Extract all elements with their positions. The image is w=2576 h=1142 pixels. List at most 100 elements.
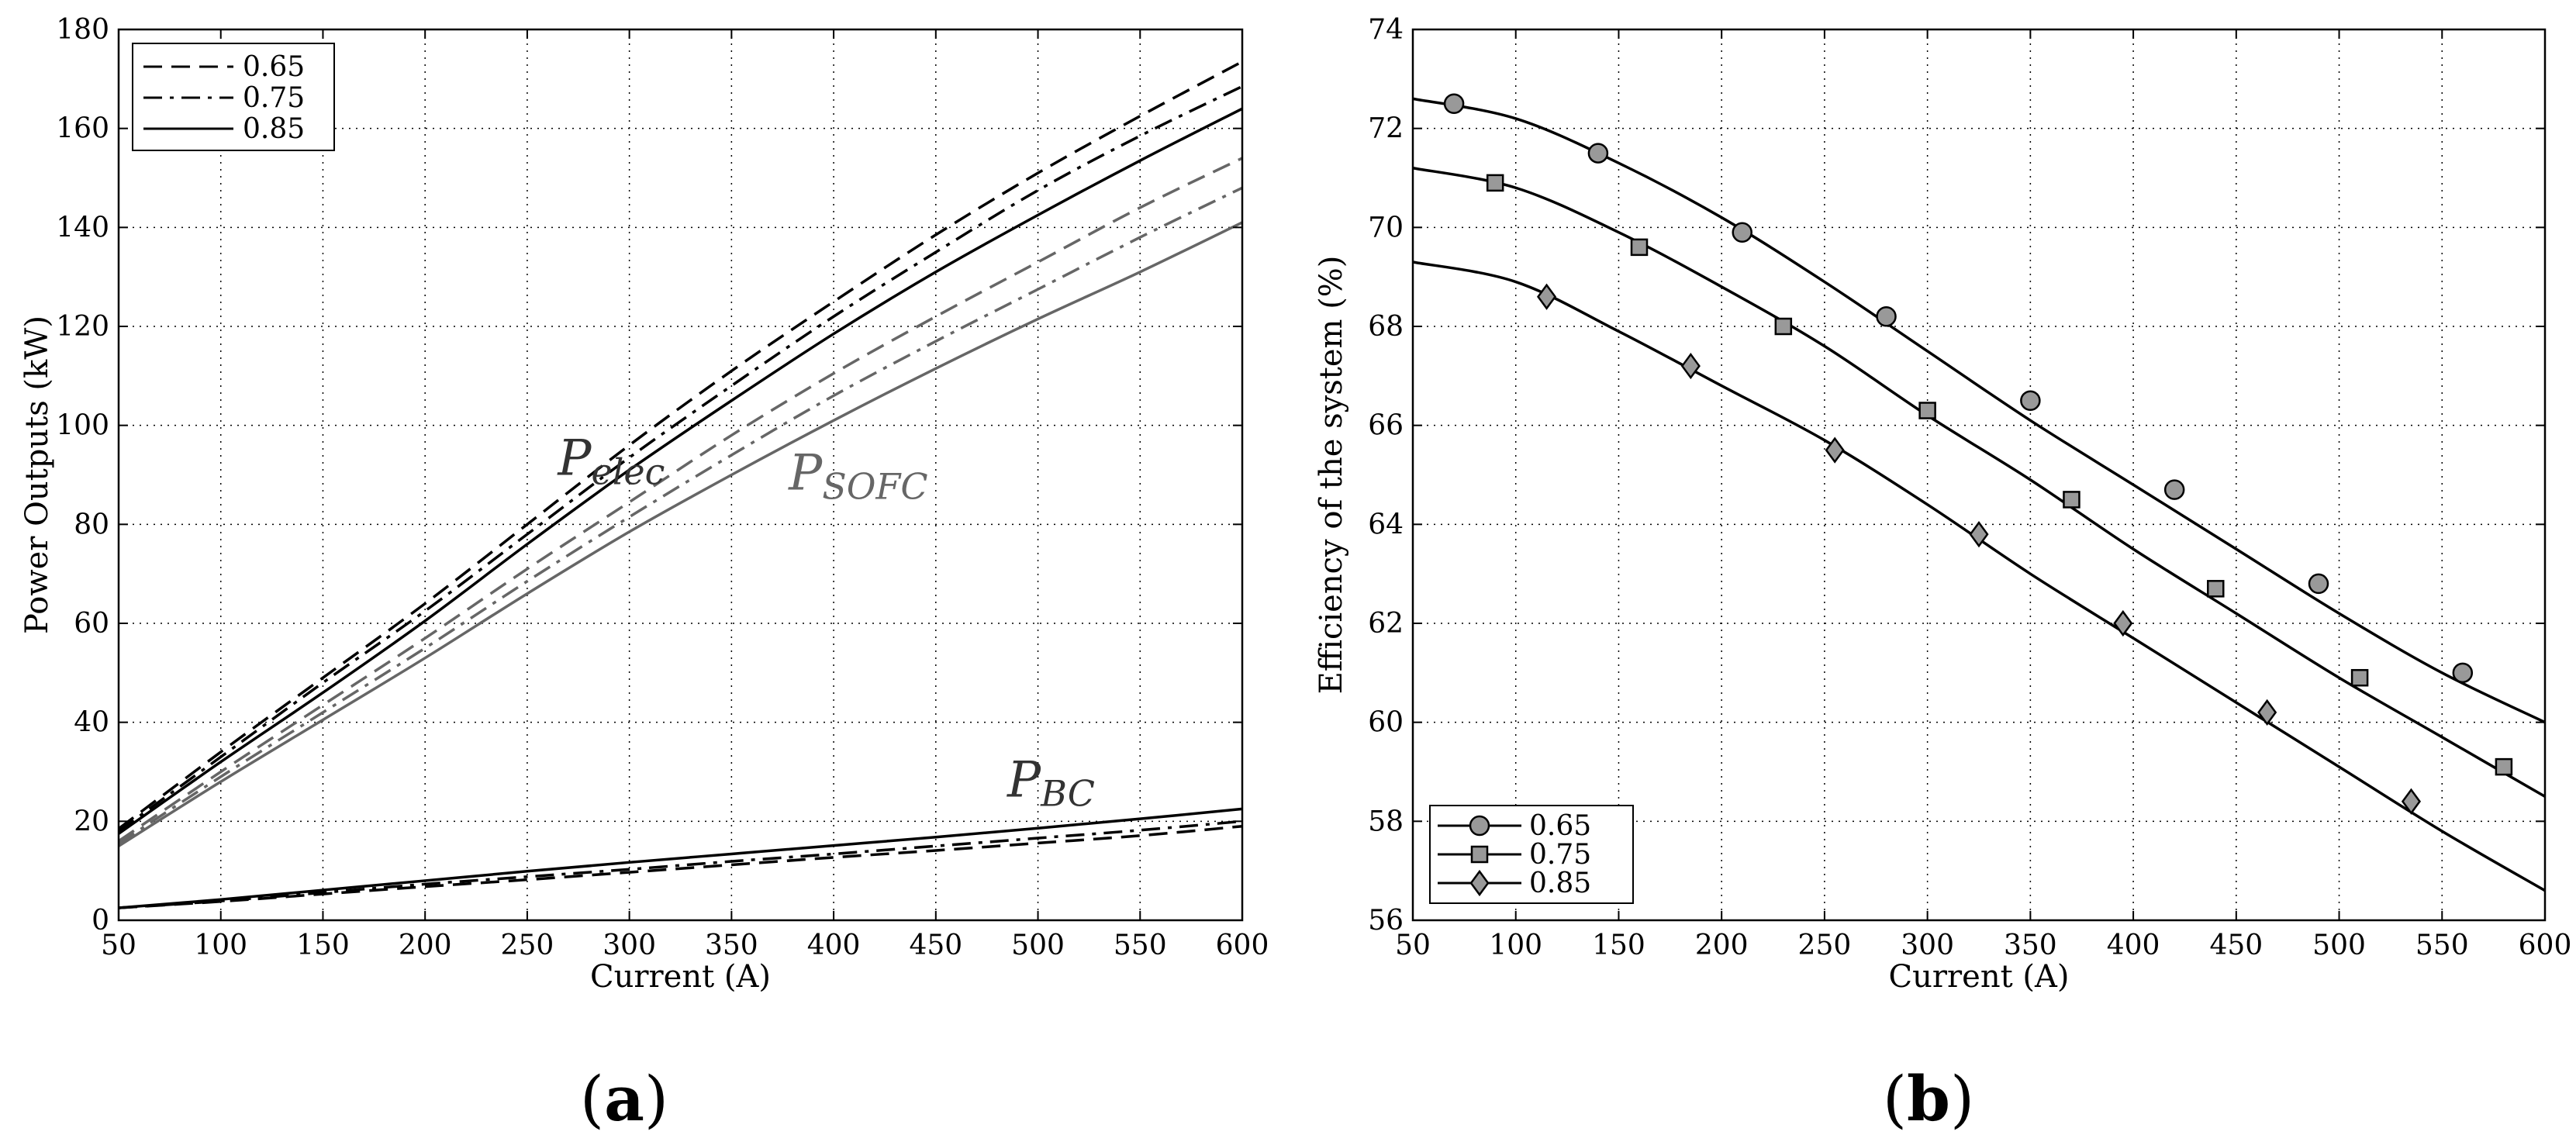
ticks-a: 50 100 150 200 250 300 350 400 450 500 550 600 0 20 40… bbox=[56, 14, 1269, 961]
plot-frame-b bbox=[1411, 28, 2547, 922]
y-tick-label: 140 bbox=[56, 212, 109, 243]
x-tick-label: 500 bbox=[2312, 930, 2366, 961]
x-tick-label: 350 bbox=[705, 930, 758, 961]
series-line-p-elec-0.75 bbox=[117, 85, 1243, 833]
x-tick-label: 200 bbox=[1695, 930, 1749, 961]
legend-label: 0.85 bbox=[1529, 868, 1591, 899]
series-line-eff-0.75 bbox=[1412, 167, 2546, 798]
x-tick-label: 350 bbox=[2004, 930, 2057, 961]
panel-b-efficiency: 50 100 150 200 250 300 350 400 450 500 550 600 56 58 6… bbox=[1314, 14, 2571, 995]
series-group-b bbox=[1412, 93, 2546, 892]
x-tick-label: 100 bbox=[194, 930, 247, 961]
caption-b: (b) bbox=[1883, 1062, 1974, 1135]
series-line-p-bc-0.85 bbox=[118, 807, 1243, 909]
data-point-circle bbox=[1443, 93, 1465, 114]
legend-label: 0.85 bbox=[243, 113, 305, 145]
data-point-circle bbox=[2452, 662, 2474, 684]
x-tick-label: 550 bbox=[2415, 930, 2469, 961]
x-tick-label: 200 bbox=[399, 930, 452, 961]
legend-label: 0.65 bbox=[1529, 810, 1591, 842]
caption-a: (a) bbox=[580, 1062, 668, 1135]
legend-marker-square bbox=[1470, 845, 1489, 864]
y-tick-label: 180 bbox=[56, 14, 109, 46]
y-tick-label: 60 bbox=[1368, 707, 1404, 739]
annotation-bc: PBC bbox=[1007, 751, 1095, 814]
y-tick-label: 80 bbox=[74, 509, 109, 540]
data-point-diamond bbox=[1680, 352, 1701, 380]
legend-label: 0.75 bbox=[243, 82, 305, 114]
x-tick-label: 300 bbox=[603, 930, 656, 961]
series-line-p-bc-0.75 bbox=[118, 819, 1243, 909]
grid-a bbox=[119, 29, 1242, 920]
grid-b bbox=[1413, 29, 2545, 920]
annotation-sofc: PSOFC bbox=[788, 445, 927, 508]
series-line-p-elec-0.85 bbox=[117, 107, 1243, 835]
data-point-square bbox=[2063, 491, 2080, 509]
y-tick-label: 70 bbox=[1368, 212, 1404, 243]
y-tick-label: 0 bbox=[92, 905, 109, 937]
series-line-p-sofc-0.85 bbox=[118, 221, 1243, 847]
data-point-diamond bbox=[1825, 436, 1845, 464]
panel-a-power-outputs: 50 100 150 200 250 300 350 400 450 500 550 600 0 20 40… bbox=[19, 14, 1269, 995]
data-point-square bbox=[2350, 668, 2369, 687]
x-tick-label: 150 bbox=[296, 930, 350, 961]
x-tick-label: 400 bbox=[2107, 930, 2160, 961]
series-line-p-sofc-0.75 bbox=[118, 186, 1243, 845]
x-tick-label: 450 bbox=[909, 930, 962, 961]
x-tick-label: 150 bbox=[1592, 930, 1645, 961]
data-point-diamond bbox=[2113, 609, 2133, 637]
x-tick-label: 50 bbox=[1395, 930, 1431, 961]
series-line-p-bc-0.65 bbox=[118, 824, 1243, 909]
data-point-square bbox=[1630, 238, 1649, 257]
series-line-eff-0.65 bbox=[1412, 97, 2546, 724]
series-line-p-sofc-0.65 bbox=[118, 157, 1243, 843]
data-point-circle bbox=[1587, 143, 1609, 164]
data-point-circle bbox=[1876, 305, 1897, 327]
legend-label: 0.75 bbox=[1529, 839, 1591, 871]
y-tick-label: 100 bbox=[56, 410, 109, 442]
y-tick-label: 74 bbox=[1368, 14, 1404, 46]
x-axis-label-a: Current (A) bbox=[590, 959, 771, 995]
x-tick-label: 50 bbox=[101, 930, 136, 961]
legend-b: 0.650.750.85 bbox=[1429, 805, 1634, 904]
y-tick-label: 160 bbox=[56, 113, 109, 145]
x-tick-label: 300 bbox=[1901, 930, 1954, 961]
y-tick-label: 66 bbox=[1368, 410, 1404, 442]
annotations-a: Pelec PSOFC PBC bbox=[557, 430, 1095, 815]
x-tick-label: 250 bbox=[501, 930, 554, 961]
legend-box-a bbox=[132, 43, 335, 151]
legend-a: 0.650.750.85 bbox=[132, 43, 335, 151]
data-point-square bbox=[1774, 317, 1793, 336]
x-tick-label: 550 bbox=[1114, 930, 1167, 961]
data-point-circle bbox=[2020, 390, 2041, 411]
y-tick-label: 20 bbox=[74, 806, 109, 837]
x-tick-label: 400 bbox=[807, 930, 861, 961]
x-tick-label: 600 bbox=[1216, 930, 1269, 961]
y-axis-label-a: Power Outputs (kW) bbox=[19, 316, 55, 634]
data-point-square bbox=[2495, 757, 2513, 776]
series-line-p-elec-0.65 bbox=[117, 60, 1243, 830]
annotation-elec: Pelec bbox=[557, 430, 665, 493]
x-tick-label: 100 bbox=[1489, 930, 1542, 961]
data-point-diamond bbox=[1969, 520, 1989, 548]
y-tick-label: 72 bbox=[1368, 113, 1404, 145]
legend-label: 0.65 bbox=[243, 51, 305, 83]
data-point-diamond bbox=[2257, 699, 2277, 726]
ticks-b: 50 100 150 200 250 300 350 400 450 500 550 600 56 58 6… bbox=[1368, 14, 2571, 961]
x-tick-label: 450 bbox=[2209, 930, 2263, 961]
y-tick-label: 62 bbox=[1368, 608, 1404, 640]
legend-box-b bbox=[1429, 805, 1634, 904]
data-point-diamond bbox=[2401, 788, 2422, 815]
x-tick-label: 600 bbox=[2519, 930, 2572, 961]
y-tick-label: 56 bbox=[1368, 905, 1404, 937]
data-point-circle bbox=[1732, 222, 1752, 243]
legend-marker-diamond bbox=[1469, 869, 1490, 897]
data-point-diamond bbox=[1536, 283, 1557, 310]
series-line-eff-0.85 bbox=[1412, 260, 2546, 892]
x-tick-label: 500 bbox=[1011, 930, 1065, 961]
y-tick-label: 40 bbox=[74, 707, 109, 739]
series-group-a bbox=[117, 60, 1243, 909]
data-point-circle bbox=[2163, 479, 2185, 500]
legend-marker-circle bbox=[1469, 815, 1490, 837]
y-tick-label: 120 bbox=[56, 311, 109, 343]
